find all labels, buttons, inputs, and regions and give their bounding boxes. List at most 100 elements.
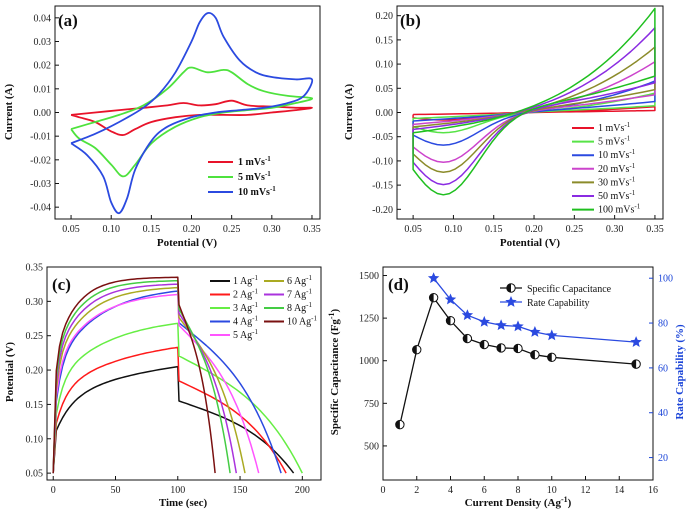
- legend-label: 20 mVs-1: [598, 162, 636, 175]
- y-tick-label: 0.03: [34, 37, 52, 48]
- y-tick-label: -0.20: [372, 205, 393, 216]
- legend-label: 30 mVs-1: [598, 175, 636, 188]
- series-line: [52, 322, 303, 474]
- series-line: [52, 286, 246, 474]
- series-line: [52, 293, 260, 474]
- x-tick-label: 0.05: [62, 224, 80, 235]
- series-line: [52, 280, 231, 474]
- capacitance-point: [496, 343, 506, 353]
- capacitance-point: [428, 292, 439, 303]
- y-tick-label: 0.35: [26, 263, 44, 274]
- y-tick-label: -0.10: [372, 156, 393, 167]
- legend-label: 1 Ag-1: [233, 274, 259, 287]
- series-line: [52, 365, 295, 474]
- x-tick-label: 0: [51, 485, 56, 496]
- x-tick-label: 10: [547, 485, 557, 496]
- legend-label: 8 Ag-1: [287, 301, 313, 314]
- series-line: [70, 99, 313, 136]
- y-tick-label: 750: [364, 399, 379, 410]
- legend-label: 10 mVs-1: [598, 148, 636, 161]
- x-tick-label: 0.20: [525, 224, 543, 235]
- series-line: [412, 92, 656, 134]
- legend-label: 10 mVs-1: [238, 185, 276, 198]
- capacitance-point: [631, 359, 641, 369]
- x-tick-label: 0.15: [143, 224, 161, 235]
- legend-label: 10 Ag-1: [287, 315, 318, 328]
- y2-tick-label: 80: [658, 319, 668, 330]
- legend-label: 50 mVs-1: [598, 189, 636, 202]
- x-tick-label: 100: [170, 485, 185, 496]
- series-line: [412, 80, 656, 146]
- y-tick-label: 0.02: [34, 61, 52, 72]
- x-tick-label: 0.20: [183, 224, 201, 235]
- rate-capability-point: [529, 326, 541, 337]
- y-tick-label: 0.20: [26, 366, 44, 377]
- x-tick-label: 0.15: [485, 224, 503, 235]
- x-tick-label: 2: [414, 485, 419, 496]
- y-tick-label: 0.04: [34, 13, 52, 24]
- panel-a-xlabel: Potential (V): [157, 237, 218, 249]
- legend-label: 3 Ag-1: [233, 301, 259, 314]
- series-line: [52, 346, 287, 474]
- y-tick-label: 1000: [359, 356, 379, 367]
- y-tick-label: 0.05: [376, 84, 394, 95]
- y-tick-label: -0.15: [372, 181, 393, 192]
- capacitance-point: [530, 350, 540, 360]
- rate-capability-point: [546, 329, 558, 341]
- x-tick-label: 50: [111, 485, 121, 496]
- y-tick-label: 0.00: [34, 108, 52, 119]
- y-tick-label: 0.15: [26, 400, 44, 411]
- x-tick-label: 16: [648, 485, 658, 496]
- panel-d: (d) Current Density (Ag-1) Specific Capa…: [327, 266, 686, 509]
- y-tick-label: 0.25: [26, 331, 44, 342]
- y-tick-label: 500: [364, 441, 379, 452]
- legend-label: 5 mVs-1: [238, 170, 271, 183]
- panel-d-xlabel: Current Density (Ag-1): [465, 495, 572, 509]
- y-tick-label: 0.05: [26, 469, 44, 480]
- rate-capability-point: [461, 309, 474, 321]
- panel-d-y2label: Rate Capability (%): [674, 324, 686, 420]
- y2-tick-label: 60: [658, 363, 668, 374]
- capacitance-line: [399, 297, 637, 425]
- legend-label: 2 Ag-1: [233, 288, 259, 301]
- panel-c-label: (c): [52, 275, 71, 294]
- y-tick-label: -0.04: [30, 203, 51, 214]
- legend-label: 5 Ag-1: [233, 328, 259, 341]
- y-tick-label: 0.01: [34, 84, 52, 95]
- x-tick-label: 0.10: [102, 224, 120, 235]
- legend-label: 1 mVs-1: [238, 155, 271, 168]
- x-tick-label: 12: [581, 485, 591, 496]
- x-tick-label: 8: [516, 485, 521, 496]
- x-tick-label: 0.25: [223, 224, 241, 235]
- y-tick-label: -0.05: [372, 132, 393, 143]
- legend-label: 1 mVs-1: [598, 121, 631, 134]
- capacitance-point: [412, 344, 422, 355]
- y2-tick-label: 100: [658, 274, 673, 285]
- panel-c-xlabel: Time (sec): [159, 497, 208, 509]
- legend-label: 100 mVs-1: [598, 203, 641, 216]
- y2-tick-label: 40: [658, 408, 668, 419]
- y-tick-label: 1500: [359, 271, 379, 282]
- panel-c-frame: [46, 266, 322, 481]
- capacitance-point: [513, 343, 523, 354]
- y-tick-label: -0.02: [30, 155, 51, 166]
- legend-marker: [505, 296, 517, 307]
- y-tick-label: 0.10: [26, 434, 44, 445]
- legend-label: 6 Ag-1: [287, 274, 313, 287]
- rate-capability-point: [630, 336, 642, 347]
- x-tick-label: 0.25: [566, 224, 584, 235]
- capacitance-point: [547, 352, 557, 363]
- series-line: [52, 290, 282, 474]
- y-tick-label: 0.15: [376, 35, 394, 46]
- x-tick-label: 0.05: [404, 224, 422, 235]
- y-tick-label: 0.00: [376, 108, 394, 119]
- panel-d-ylabel: Specific Capacitance (Fg-1): [327, 308, 341, 435]
- y-tick-label: 0.30: [26, 297, 44, 308]
- panel-c-ylabel: Potential (V): [4, 342, 16, 403]
- rate-capability-point: [427, 272, 440, 284]
- panel-a-ylabel: Current (A): [3, 84, 15, 141]
- panel-b-xlabel: Potential (V): [500, 237, 561, 249]
- y-tick-label: -0.01: [30, 132, 51, 143]
- panel-d-frame: [382, 266, 654, 481]
